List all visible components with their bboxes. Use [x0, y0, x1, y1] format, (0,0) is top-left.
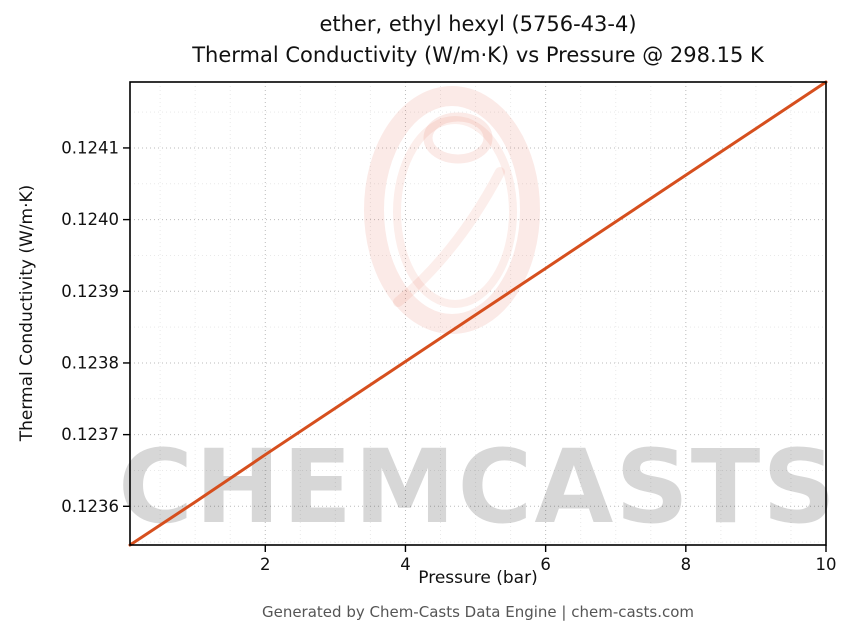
y-tick-label: 0.1237: [61, 425, 119, 444]
footer-credit: Generated by Chem-Casts Data Engine | ch…: [261, 603, 695, 621]
x-tick-label: 10: [816, 555, 837, 574]
series-line: [128, 80, 828, 547]
x-tick-label: 8: [681, 555, 692, 574]
y-axis-label: Thermal Conductivity (W/m·K): [17, 184, 37, 442]
x-tick-label: 6: [540, 555, 551, 574]
watermark-text: CHEMCASTS: [118, 428, 838, 547]
y-tick-label: 0.1238: [61, 353, 119, 372]
watermark-logo-stroke: [393, 167, 505, 307]
plot-border: [129, 81, 827, 546]
watermark-logo-swirl: [423, 112, 493, 164]
chart-title-line2: Thermal Conductivity (W/m·K) vs Pressure…: [192, 43, 764, 67]
y-tick-label: 0.1240: [61, 210, 119, 229]
x-tick-label: 2: [260, 555, 271, 574]
x-tick-label: 4: [400, 555, 411, 574]
y-tick-label: 0.1239: [61, 282, 119, 301]
chart-title-line1: ether, ethyl hexyl (5756-43-4): [319, 12, 637, 36]
chart-title: ether, ethyl hexyl (5756-43-4) Thermal C…: [100, 9, 856, 71]
x-axis-label: Pressure (bar): [418, 568, 538, 588]
watermark-logo-circle: [364, 86, 540, 334]
y-tick-label: 0.1236: [61, 497, 119, 516]
watermark-logo-inner-circle: [393, 116, 517, 308]
y-tick-label: 0.1241: [61, 138, 119, 157]
